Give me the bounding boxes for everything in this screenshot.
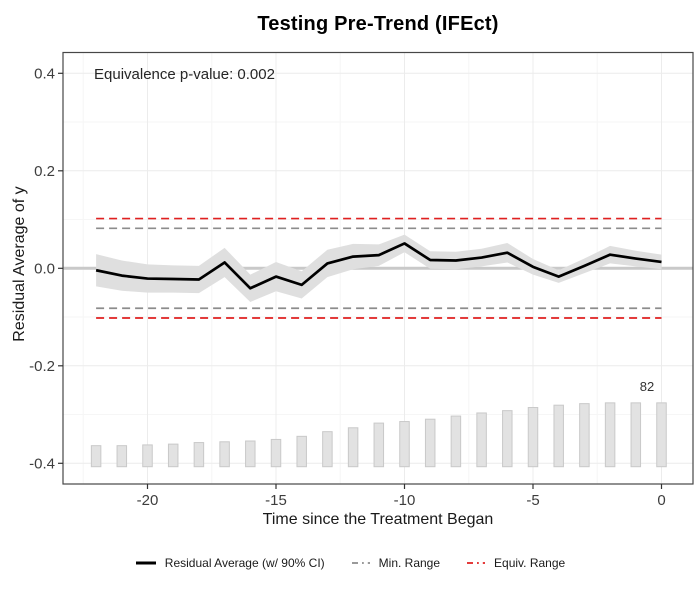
legend-label: Min. Range [378,556,441,570]
residual-average-line [95,242,662,290]
count-bar [142,444,153,468]
count-bar [630,402,642,468]
count-bar [167,443,179,468]
count-bar [450,415,462,468]
count-bar [579,403,590,468]
count-bar [296,435,307,468]
count-bar [347,427,359,468]
dashed-line-swatch-icon [351,562,370,564]
y-tick-label: -0.2 [29,358,55,375]
x-tick-label: -15 [265,492,287,509]
count-bar [373,422,385,468]
count-bar [245,440,256,468]
legend: Residual Average (w/ 90% CI) Min. Range … [0,556,700,570]
y-tick-label: 0.4 [34,65,55,82]
x-tick-label: -10 [394,492,416,509]
count-bar [553,404,564,468]
count-bar [527,407,539,468]
count-bar [424,418,436,468]
count-bar [476,412,487,468]
x-tick-label: 0 [657,492,665,509]
count-bar [90,445,102,468]
y-tick-label: 0.0 [34,260,55,277]
count-bar [322,431,333,468]
y-axis-title: Residual Average of y [11,186,28,342]
count-bar [193,442,205,468]
max-count-label: 82 [639,379,655,394]
count-bar [116,445,128,468]
legend-item-residual-average: Residual Average (w/ 90% CI) [135,556,325,570]
legend-item-min-range: Min. Range [351,556,440,570]
legend-label: Residual Average (w/ 90% CI) [164,556,325,570]
x-tick-label: -5 [526,492,539,509]
confidence-ribbon [96,234,662,302]
y-tick-label: -0.4 [29,455,55,472]
count-bar [502,410,513,468]
chart-title: Testing Pre-Trend (IFEct) [257,13,499,35]
solid-line-swatch-icon [135,561,156,565]
count-bar [656,402,667,468]
y-tick-label: 0.2 [34,163,55,180]
dashed-line-swatch-icon [467,562,486,564]
x-tick-label: -20 [137,492,159,509]
legend-item-equiv-range: Equiv. Range [466,556,565,570]
count-bar [219,441,230,468]
x-axis-title: Time since the Treatment Began [262,511,494,528]
count-bar [270,438,282,468]
equivalence-pvalue-annotation: Equivalence p-value: 0.002 [94,66,275,83]
legend-label: Equiv. Range [494,556,566,570]
count-bar [399,421,410,468]
count-bar [604,402,616,468]
